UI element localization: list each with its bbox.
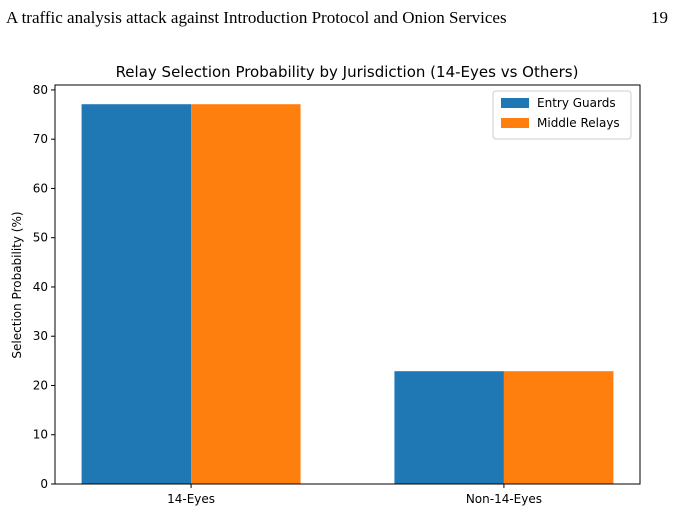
- y-tick-label: 0: [40, 477, 48, 491]
- legend-swatch: [501, 98, 529, 108]
- y-tick-label: 30: [33, 329, 48, 343]
- y-tick-label: 70: [33, 132, 48, 146]
- plot-frame: [54, 84, 641, 485]
- chart-title: Relay Selection Probability by Jurisdict…: [116, 63, 579, 81]
- legend-label: Middle Relays: [537, 116, 620, 130]
- y-tick-label: 20: [33, 378, 48, 392]
- y-tick-label: 40: [33, 280, 48, 294]
- bar: [81, 104, 192, 484]
- x-tick-label: 14-Eyes: [167, 492, 215, 506]
- y-tick-label: 50: [33, 231, 48, 245]
- bar: [503, 371, 614, 484]
- y-tick-label: 80: [33, 83, 48, 97]
- page-number: 19: [651, 8, 668, 27]
- running-header: A traffic analysis attack against Introd…: [6, 8, 507, 27]
- legend-swatch: [501, 118, 529, 128]
- bar: [191, 104, 301, 484]
- bar: [394, 371, 504, 484]
- y-tick-label: 60: [33, 181, 48, 195]
- legend-label: Entry Guards: [537, 96, 616, 110]
- y-tick-label: 10: [33, 428, 48, 442]
- x-tick-label: Non-14-Eyes: [466, 492, 542, 506]
- y-axis-label: Selection Probability (%): [10, 211, 24, 358]
